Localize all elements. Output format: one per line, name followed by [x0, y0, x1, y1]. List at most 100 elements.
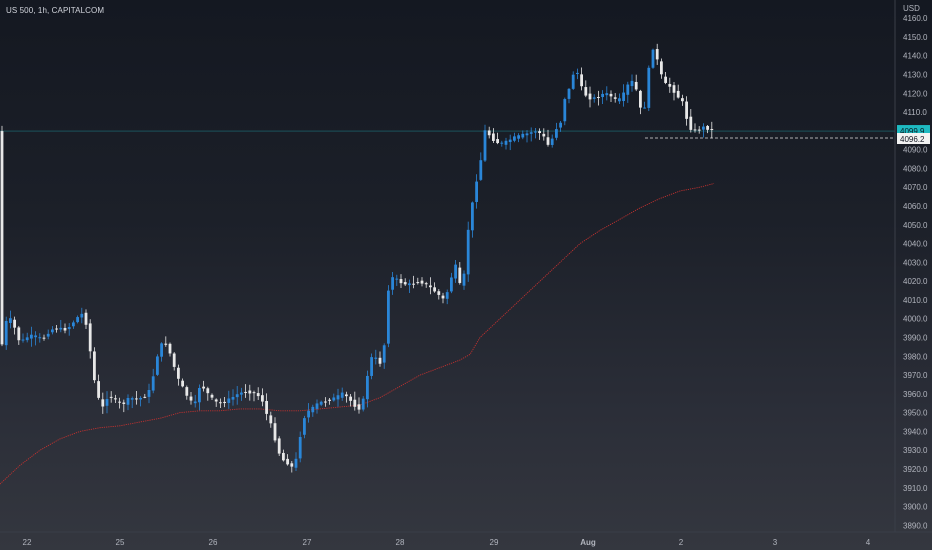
candle — [336, 395, 340, 400]
candle — [286, 458, 289, 465]
candle — [298, 436, 302, 459]
y-tick-label: 4040.0 — [903, 240, 928, 249]
candle — [80, 313, 84, 318]
y-tick-label: 4050.0 — [903, 221, 928, 230]
candle — [76, 317, 79, 323]
last-price-label: 4099.9 — [900, 127, 925, 136]
y-tick-label: 4090.0 — [903, 146, 928, 155]
marker-price-label: 4096.2 — [900, 135, 925, 144]
candle — [72, 322, 75, 327]
candle — [702, 126, 705, 130]
candle — [97, 381, 100, 398]
candle — [202, 386, 205, 389]
y-tick-label: 4140.0 — [903, 52, 928, 61]
y-tick-label: 3990.0 — [903, 334, 928, 343]
candle — [93, 351, 96, 381]
y-tick-label: 4110.0 — [903, 108, 927, 117]
candle — [626, 84, 630, 95]
candle — [513, 136, 516, 141]
candle — [597, 97, 600, 99]
candle — [181, 380, 184, 387]
candle — [261, 395, 264, 402]
x-tick-label: 3 — [773, 538, 778, 547]
x-tick-label: 28 — [396, 538, 405, 547]
candle — [555, 129, 558, 138]
candle — [256, 393, 260, 397]
candle — [710, 129, 714, 131]
candle — [466, 229, 470, 275]
candle — [164, 343, 168, 345]
y-tick-label: 3930.0 — [903, 446, 928, 455]
candle — [122, 402, 126, 404]
candle — [151, 376, 155, 391]
candle — [529, 132, 533, 134]
y-tick-label: 3970.0 — [903, 371, 928, 380]
candle — [160, 343, 163, 357]
candle — [660, 61, 663, 75]
y-tick-label: 4030.0 — [903, 258, 928, 267]
candle — [458, 267, 462, 283]
plot-area[interactable] — [0, 43, 895, 485]
candle — [114, 398, 117, 400]
candle — [235, 394, 239, 398]
y-tick-label: 3980.0 — [903, 352, 928, 361]
y-tick-label: 3950.0 — [903, 409, 928, 418]
candle — [475, 181, 478, 202]
candle — [185, 387, 189, 396]
candle — [630, 80, 634, 87]
candle — [126, 398, 130, 405]
candle — [214, 399, 218, 402]
candle — [84, 312, 88, 325]
candle — [34, 335, 37, 338]
candle — [685, 101, 688, 119]
x-tick-label: 22 — [23, 538, 32, 547]
candle — [366, 375, 369, 400]
candle — [525, 133, 529, 136]
candle — [168, 343, 172, 354]
candle — [500, 142, 504, 144]
y-tick-label: 4160.0 — [903, 14, 928, 23]
y-tick-label: 4070.0 — [903, 183, 928, 192]
candle — [487, 130, 491, 136]
candle — [408, 283, 411, 286]
candle — [492, 133, 495, 141]
candle — [387, 290, 390, 344]
candle — [647, 67, 651, 108]
candle — [244, 391, 247, 393]
candle — [223, 401, 226, 404]
candle — [9, 318, 12, 323]
candle — [588, 93, 592, 100]
candle — [643, 107, 646, 109]
candle — [143, 396, 147, 398]
candle — [269, 415, 273, 424]
y-axis[interactable]: 4160.0 4150.0 4140.0 4130.0 4120.0 4110.0 4090… — [897, 14, 930, 530]
symbol-title[interactable]: US 500, 1h, CAPITALCOM — [6, 6, 105, 15]
candle — [571, 74, 575, 89]
candle — [51, 329, 54, 333]
candle — [584, 87, 588, 96]
candle — [105, 399, 109, 406]
candle — [378, 357, 382, 364]
y-tick-label: 3910.0 — [903, 484, 928, 493]
x-tick-label: 26 — [209, 538, 218, 547]
x-tick-label: 27 — [303, 538, 312, 547]
candle — [88, 323, 92, 352]
y-tick-label: 4010.0 — [903, 296, 928, 305]
candle — [391, 277, 394, 290]
y-tick-label: 3920.0 — [903, 465, 928, 474]
candle — [0, 131, 4, 345]
candle — [13, 319, 16, 328]
candle — [592, 97, 596, 99]
candle — [471, 202, 474, 231]
x-axis[interactable]: 22 25 26 27 28 29 Aug 2 3 4 — [23, 538, 871, 547]
x-tick-label: 4 — [866, 538, 871, 547]
candle — [357, 404, 361, 410]
moving-average-line — [0, 183, 715, 485]
candle — [265, 400, 268, 414]
y-tick-label: 4080.0 — [903, 164, 928, 173]
candle — [538, 131, 541, 134]
candle — [412, 283, 415, 285]
candle — [248, 390, 252, 394]
candle — [483, 130, 487, 161]
